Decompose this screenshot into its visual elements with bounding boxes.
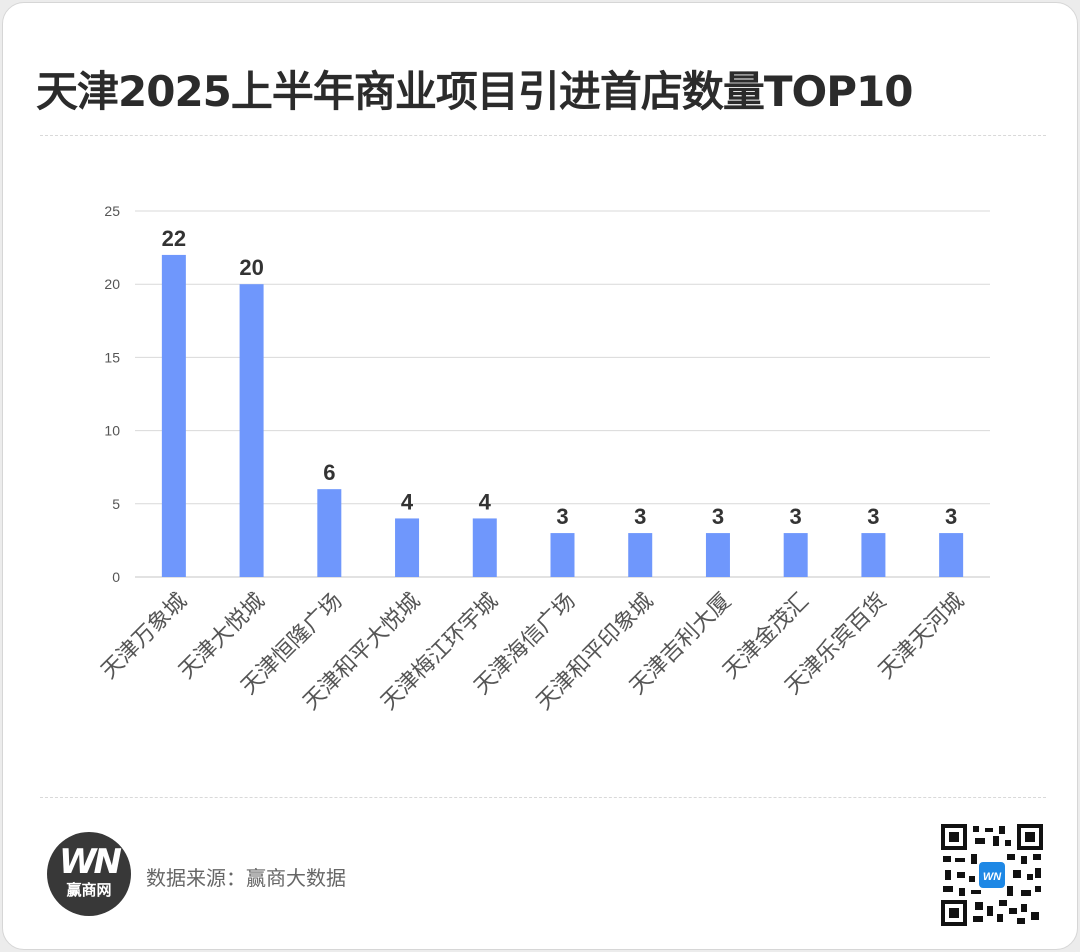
bar-value-label: 3 <box>945 504 957 529</box>
y-tick-label: 15 <box>104 349 120 365</box>
bar <box>395 518 420 577</box>
bar <box>239 284 264 577</box>
qr-code-icon[interactable]: WN <box>941 824 1043 926</box>
bar <box>550 533 575 577</box>
bar-value-label: 4 <box>479 489 492 514</box>
x-axis-labels: 天津万象城天津大悦城天津恒隆广场天津和平大悦城天津梅江环宇城天津海信广场天津和平… <box>97 589 970 716</box>
bar-chart: 0 5 10 15 20 25 22 20 6 4 4 3 3 3 3 3 3 天津万象城天津大悦城天津恒隆广… <box>97 203 990 716</box>
bar-value-label: 22 <box>162 226 186 251</box>
bar <box>317 489 342 577</box>
bottom-divider <box>40 797 1046 798</box>
logo-text: 赢商网 <box>66 881 112 899</box>
bar <box>939 533 964 577</box>
bar-value-label: 3 <box>712 504 724 529</box>
chart-title: 天津2025上半年商业项目引进首店数量TOP10 <box>36 67 913 116</box>
y-tick-label: 25 <box>104 203 120 219</box>
bar-value-label: 3 <box>556 504 568 529</box>
y-tick-label: 5 <box>112 496 120 512</box>
top-divider <box>40 135 1046 136</box>
bar-value-label: 6 <box>323 460 335 485</box>
bar-value-label: 20 <box>239 255 263 280</box>
bar <box>783 533 808 577</box>
bar <box>628 533 653 577</box>
svg-text:WN: WN <box>983 871 1002 883</box>
value-labels: 22 20 6 4 4 3 3 3 3 3 3 <box>162 226 958 529</box>
y-axis-ticks: 0 5 10 15 20 25 <box>104 203 120 585</box>
bar-value-label: 4 <box>401 489 414 514</box>
brand-logo: WN 赢商网 <box>47 832 131 916</box>
y-tick-label: 0 <box>112 569 120 585</box>
bar-value-label: 3 <box>634 504 646 529</box>
y-tick-label: 10 <box>104 423 120 439</box>
y-tick-label: 20 <box>104 276 120 292</box>
bar <box>472 518 497 577</box>
logo-mark: WN <box>59 842 122 882</box>
bar <box>861 533 886 577</box>
grid-lines <box>135 210 990 578</box>
bar-value-label: 3 <box>867 504 879 529</box>
bar <box>161 254 186 578</box>
bars <box>161 254 964 578</box>
bar-value-label: 3 <box>790 504 802 529</box>
bar <box>705 533 730 577</box>
data-source: 数据来源：赢商大数据 <box>146 866 346 890</box>
